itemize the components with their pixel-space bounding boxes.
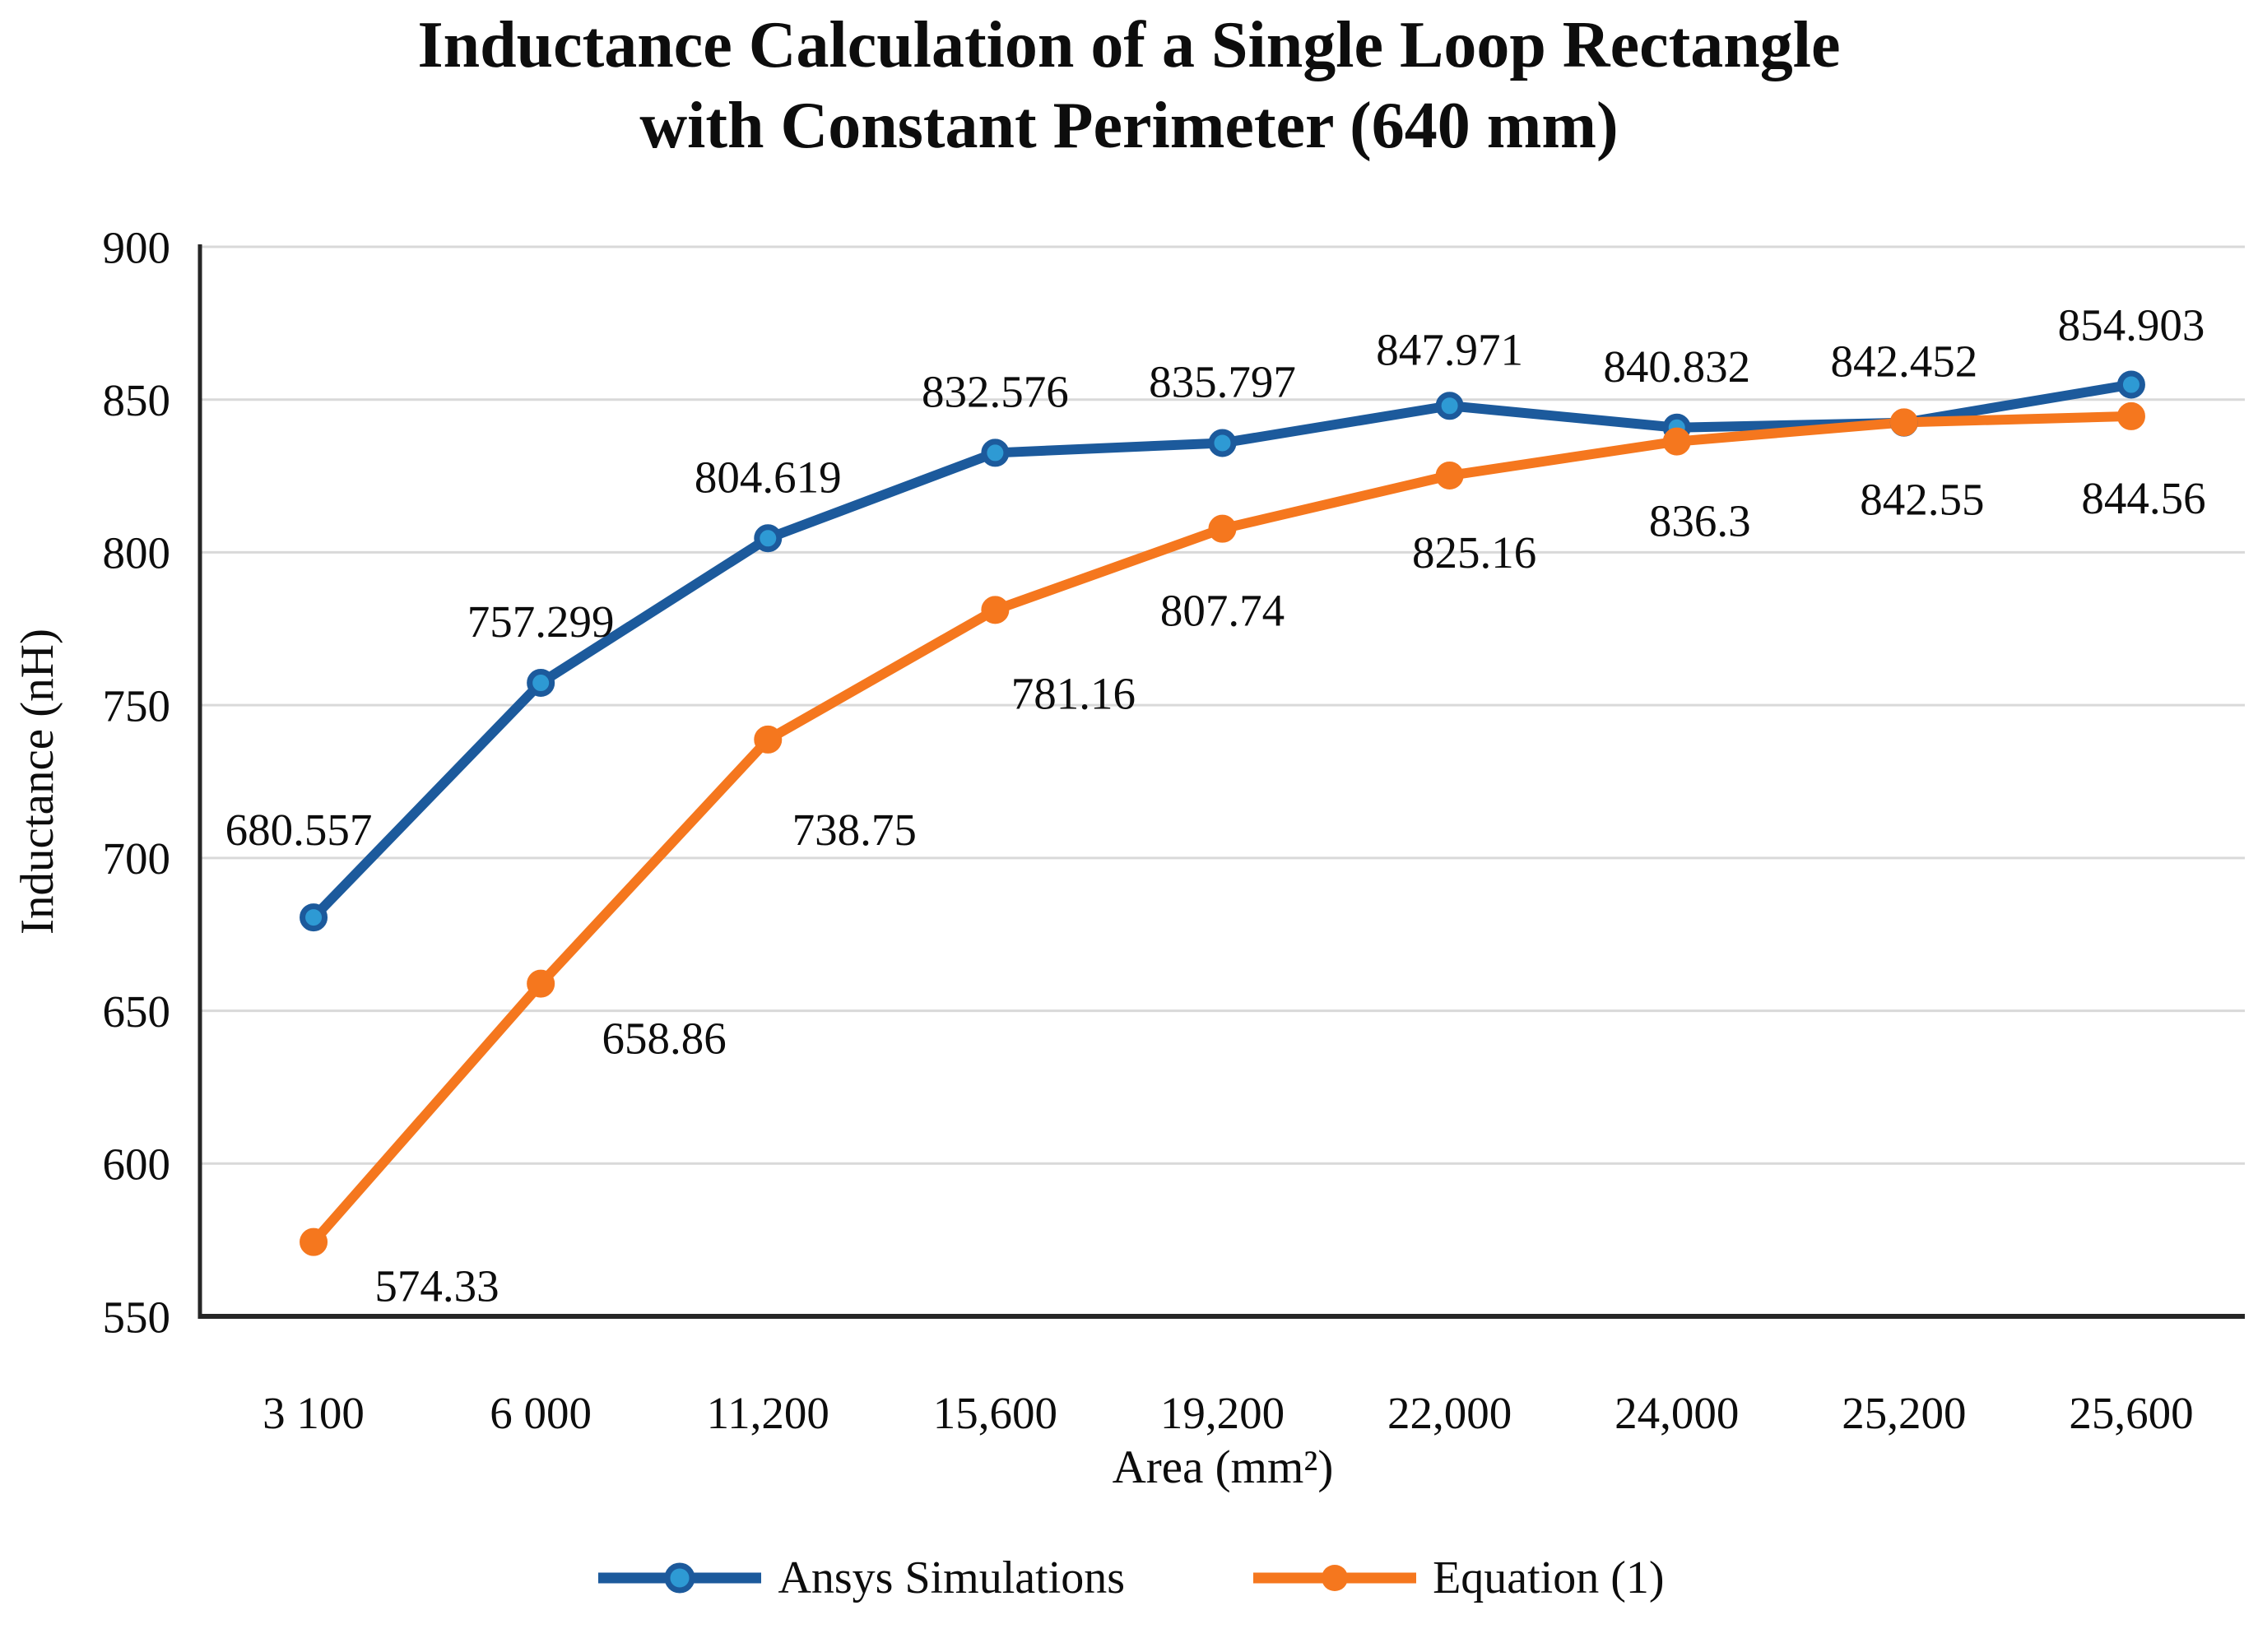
y-tick-label: 750 [103,680,171,731]
data-point-marker [1889,408,1918,437]
legend-marker-equation [1322,1565,1349,1591]
data-label: 854.903 [2058,300,2205,350]
legend-label-equation: Equation (1) [1433,1552,1665,1603]
data-point-marker [527,669,555,698]
data-point-marker [1662,427,1691,456]
data-point-marker [754,725,783,754]
x-tick-label: 25,600 [2069,1388,2193,1438]
data-label: 574.33 [374,1261,499,1311]
legend-marker-ansys [664,1562,695,1594]
data-label: 840.832 [1603,341,1750,392]
y-tick-label: 900 [103,222,171,272]
data-label: 807.74 [1160,586,1285,636]
y-axis-title: Inductance (nH) [12,629,63,935]
chart-title-line2: with Constant Perimeter (640 mm) [639,90,1619,162]
data-point-marker [754,524,783,553]
data-label: 835.797 [1149,356,1296,406]
legend-item-ansys: Ansys Simulations [593,1548,1125,1608]
x-tick-label: 11,200 [707,1388,829,1438]
data-label: 847.971 [1376,324,1523,374]
chart-legend: Ansys Simulations Equation (1) [0,1548,2258,1608]
data-label: 844.56 [2081,473,2205,523]
data-label: 842.452 [1830,336,1977,387]
data-point-marker [527,969,555,998]
x-tick-label: 15,600 [933,1388,1057,1438]
legend-line-marker-swatch-ansys [598,1562,762,1594]
data-label: 781.16 [1011,668,1136,718]
data-label: 836.3 [1649,496,1751,546]
data-point-marker [981,596,1010,624]
data-point-marker [1208,514,1237,543]
x-tick-label: 22,000 [1387,1388,1512,1438]
series-line-ansys [309,379,2136,923]
data-label: 658.86 [602,1014,727,1064]
data-point-marker [1435,461,1464,490]
legend-label-ansys: Ansys Simulations [778,1552,1126,1603]
data-point-marker [2116,370,2145,399]
legend-item-equation: Equation (1) [1248,1548,1665,1608]
data-label: 804.619 [695,452,842,502]
x-tick-label: 6 000 [490,1388,592,1438]
y-tick-label: 650 [103,986,171,1037]
x-tick-label: 3 100 [263,1388,365,1438]
data-point-marker [2116,401,2145,430]
legend-line-marker-swatch-equation [1253,1565,1417,1591]
x-axis-title: Area (mm²) [1113,1441,1334,1493]
data-label: 757.299 [467,596,615,647]
y-tick-label: 600 [103,1139,171,1190]
x-tick-label: 24,000 [1615,1388,1739,1438]
y-tick-label: 550 [103,1292,171,1342]
chart-title-line1: Inductance Calculation of a Single Loop … [417,9,1841,81]
y-tick-label: 700 [103,833,171,884]
data-point-marker [981,439,1010,467]
x-tick-label: 25,200 [1842,1388,1966,1438]
y-tick-label: 850 [103,375,171,425]
data-label: 825.16 [1412,527,1536,578]
data-point-marker [1208,429,1237,457]
data-point-marker [300,1227,328,1256]
data-label: 842.55 [1860,474,1984,524]
data-label: 680.557 [225,805,373,855]
chart-title: Inductance Calculation of a Single Loop … [0,5,2258,166]
x-tick-label: 19,200 [1160,1388,1285,1438]
data-label: 738.75 [792,805,917,855]
data-point-marker [1435,392,1464,420]
y-tick-label: 800 [103,528,171,578]
data-point-marker [300,903,328,932]
data-label: 832.576 [922,366,1069,416]
